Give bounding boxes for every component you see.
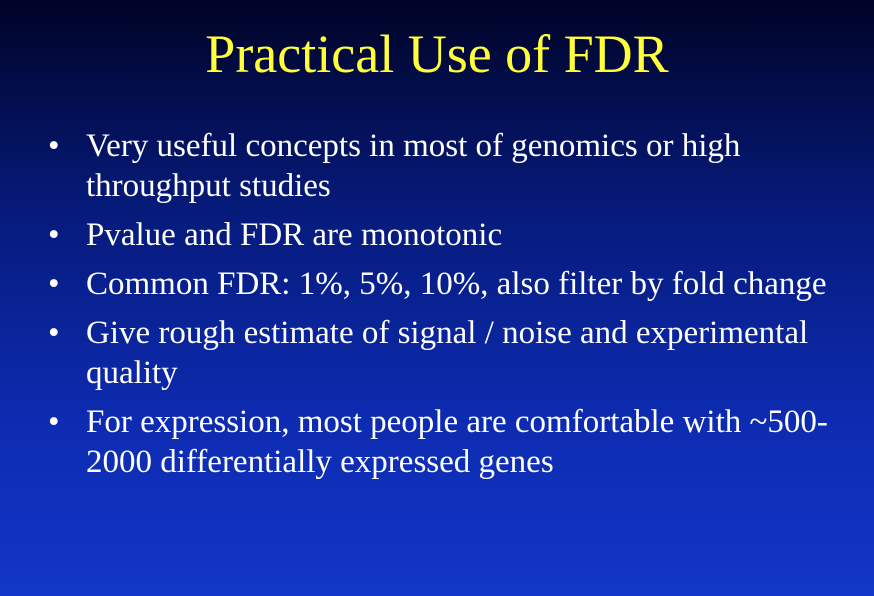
bullet-dot-icon: •: [48, 315, 60, 351]
bullet-dot-icon: •: [48, 217, 60, 253]
bullet-item: • Pvalue and FDR are monotonic: [48, 215, 838, 255]
bullet-text: Common FDR: 1%, 5%, 10%, also filter by …: [86, 266, 827, 302]
bullet-item: • Give rough estimate of signal / noise …: [48, 313, 838, 393]
bullet-dot-icon: •: [48, 128, 60, 164]
bullet-text: For expression, most people are comforta…: [86, 404, 828, 480]
bullet-text: Give rough estimate of signal / noise an…: [86, 315, 809, 391]
bullet-text: Very useful concepts in most of genomics…: [86, 128, 741, 204]
bullet-text: Pvalue and FDR are monotonic: [86, 217, 503, 253]
bullet-item: • For expression, most people are comfor…: [48, 402, 838, 482]
bullet-dot-icon: •: [48, 266, 60, 302]
bullet-item: • Common FDR: 1%, 5%, 10%, also filter b…: [48, 264, 838, 304]
bullet-item: • Very useful concepts in most of genomi…: [48, 126, 838, 206]
slide-title: Practical Use of FDR: [205, 24, 669, 84]
bullet-dot-icon: •: [48, 404, 60, 440]
bullet-list: • Very useful concepts in most of genomi…: [48, 126, 838, 491]
